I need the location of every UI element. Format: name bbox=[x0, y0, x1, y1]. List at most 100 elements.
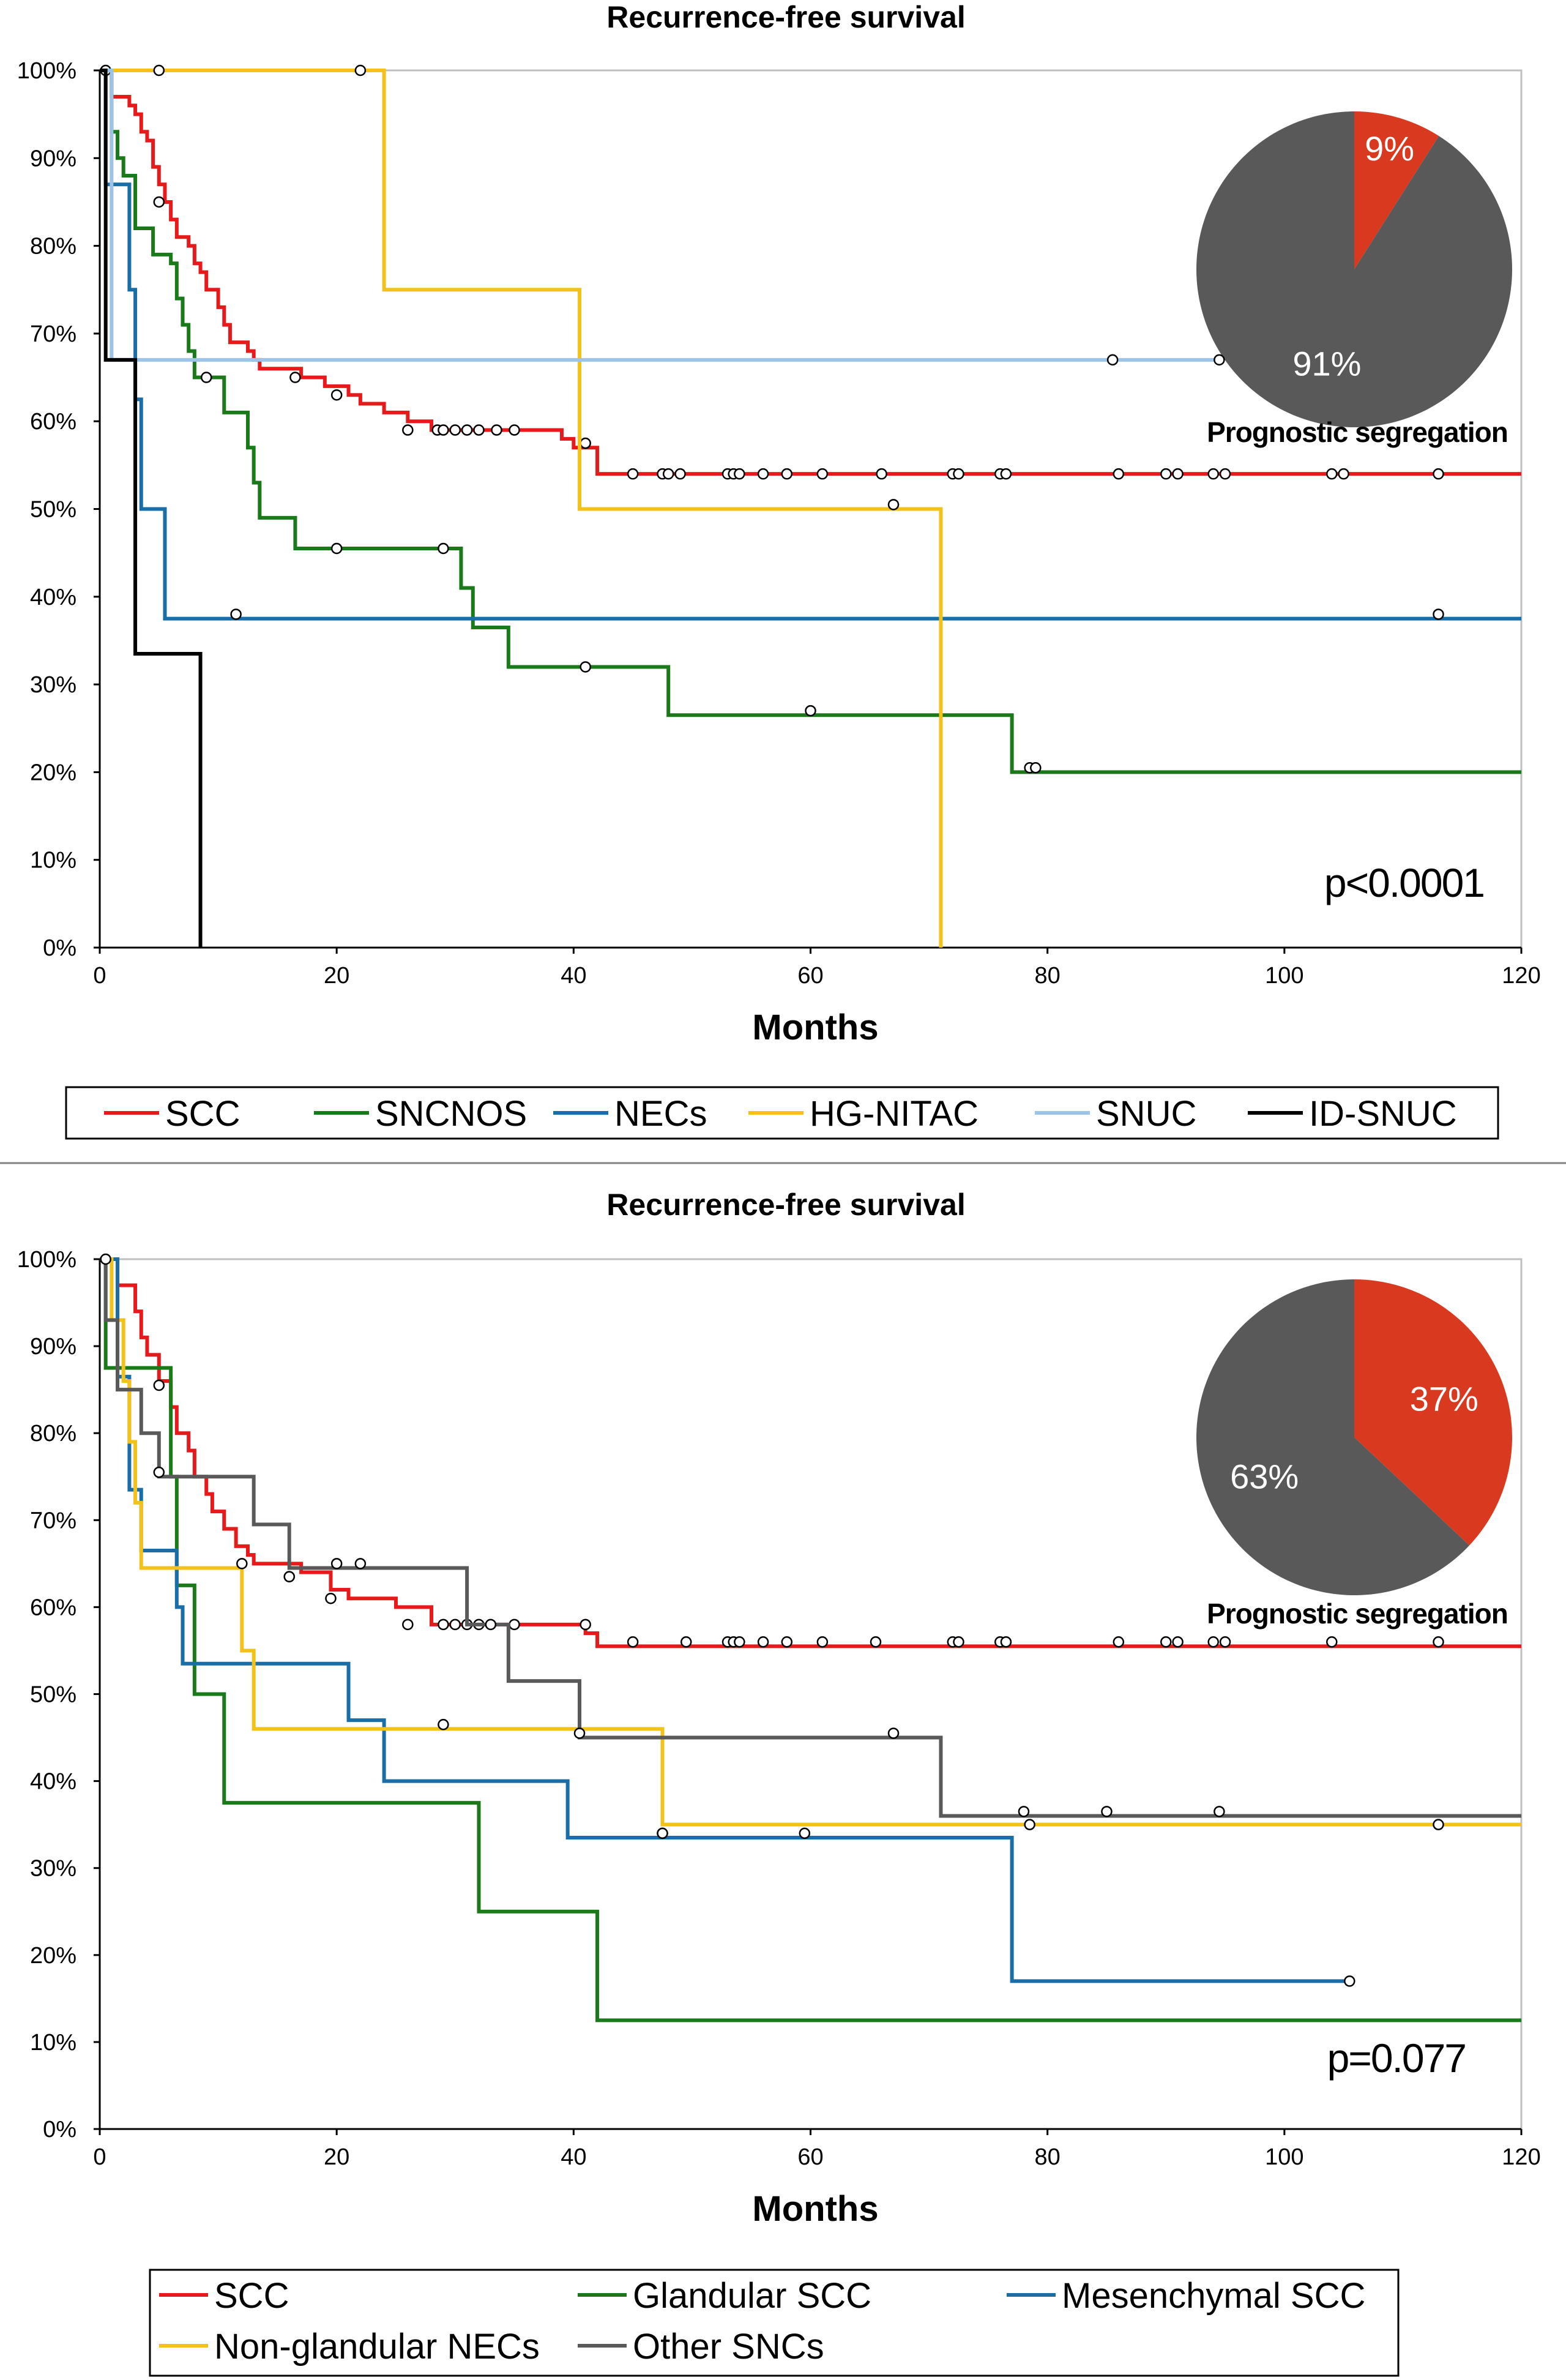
pie-caption: Prognostic segregation bbox=[1207, 416, 1508, 448]
censor-mark bbox=[1344, 1975, 1355, 1987]
censor-mark bbox=[449, 424, 461, 436]
censor-mark bbox=[283, 1571, 295, 1582]
y-tick-label: 90% bbox=[30, 1334, 76, 1360]
legend-label: Other SNCs bbox=[633, 2327, 824, 2367]
prognostic-pie: 9% 91% Prognostic segregation bbox=[1196, 111, 1512, 448]
y-tick-label: 0% bbox=[43, 935, 76, 961]
survival-curve bbox=[100, 69, 203, 948]
legend-label: SNCNOS bbox=[375, 1094, 527, 1134]
series-sncnos bbox=[100, 69, 1521, 774]
legend-item: Glandular SCC bbox=[578, 2276, 871, 2316]
censor-mark bbox=[1214, 354, 1225, 366]
censor-mark bbox=[402, 1618, 414, 1631]
legend-item: SNCNOS bbox=[314, 1094, 527, 1134]
legend-label: SNUC bbox=[1096, 1094, 1196, 1134]
censor-mark bbox=[438, 1718, 449, 1731]
y-tick-label: 70% bbox=[30, 1508, 76, 1533]
censor-mark bbox=[1113, 468, 1125, 480]
censor-mark bbox=[1219, 468, 1231, 480]
censor-mark bbox=[1000, 1636, 1012, 1648]
censor-mark bbox=[1326, 1636, 1338, 1648]
x-tick-label: 20 bbox=[324, 2144, 349, 2170]
censor-mark bbox=[1338, 468, 1349, 480]
survival-curve bbox=[100, 1257, 1350, 1983]
censor-mark bbox=[153, 1379, 165, 1391]
legend-item: ID-SNUC bbox=[1248, 1094, 1457, 1134]
censor-mark bbox=[680, 1636, 692, 1648]
y-tick-label: 20% bbox=[30, 1943, 76, 1969]
censor-mark bbox=[509, 1618, 520, 1631]
y-tick-label: 20% bbox=[30, 760, 76, 785]
legend-item: Other SNCs bbox=[578, 2327, 824, 2367]
pie-label-2: 63% bbox=[1230, 1458, 1299, 1496]
censor-mark bbox=[473, 424, 485, 436]
censor-mark bbox=[354, 1558, 367, 1570]
censor-mark bbox=[805, 705, 816, 717]
censor-mark bbox=[509, 424, 520, 436]
survival-curve bbox=[100, 69, 943, 948]
series-snuc bbox=[100, 69, 1225, 366]
censor-mark bbox=[1160, 468, 1172, 480]
censor-mark bbox=[1106, 354, 1119, 366]
y-tick-label: 10% bbox=[30, 848, 76, 874]
censor-mark bbox=[887, 1727, 900, 1739]
y-tick-label: 60% bbox=[30, 409, 76, 435]
censor-mark bbox=[461, 424, 473, 436]
legend-label: Mesenchymal SCC bbox=[1062, 2276, 1365, 2316]
legend-label: ID-SNUC bbox=[1309, 1094, 1457, 1134]
x-tick-label: 0 bbox=[93, 963, 106, 989]
x-tick-label: 100 bbox=[1265, 963, 1303, 989]
censor-mark bbox=[438, 424, 449, 436]
pie-label-1: 9% bbox=[1365, 129, 1414, 168]
censor-mark bbox=[627, 468, 639, 480]
y-tick-label: 100% bbox=[17, 1247, 76, 1273]
censor-mark bbox=[153, 1466, 165, 1478]
series-mesenchymal-scc bbox=[100, 1257, 1355, 1987]
y-tick-label: 10% bbox=[30, 2030, 76, 2056]
censor-mark bbox=[230, 608, 242, 620]
y-tick-label: 70% bbox=[30, 321, 76, 347]
chart-title: Recurrence-free survival bbox=[606, 0, 965, 34]
y-tick-label: 40% bbox=[30, 1769, 76, 1795]
series-non-glandular-necs bbox=[100, 1257, 1521, 1839]
pie-slice-1 bbox=[1354, 1279, 1512, 1546]
legend-item: Mesenchymal SCC bbox=[1007, 2276, 1365, 2316]
censor-mark bbox=[580, 437, 591, 449]
censor-mark bbox=[734, 1636, 745, 1648]
legend: SCC Glandular SCC Mesenchymal SCC Non-gland… bbox=[149, 2269, 1400, 2377]
censor-mark bbox=[354, 64, 367, 77]
censor-mark bbox=[325, 1592, 337, 1604]
y-tick-label: 50% bbox=[30, 497, 76, 523]
y-tick-label: 40% bbox=[30, 585, 76, 610]
censor-mark bbox=[657, 1827, 668, 1839]
legend-item: SCC bbox=[159, 2276, 289, 2316]
censor-mark bbox=[438, 1618, 449, 1631]
y-tick-label: 100% bbox=[17, 58, 76, 84]
series-other-sncs bbox=[100, 1253, 1521, 1818]
censor-mark bbox=[799, 1827, 811, 1839]
series-glandular-scc bbox=[100, 1257, 1521, 2023]
x-tick-label: 120 bbox=[1502, 963, 1540, 989]
censor-mark bbox=[953, 1636, 964, 1648]
censor-mark bbox=[573, 1727, 586, 1739]
censor-mark bbox=[330, 1558, 343, 1570]
p-value: p<0.0001 bbox=[1324, 860, 1484, 905]
censor-mark bbox=[674, 468, 686, 480]
y-tick-label: 80% bbox=[30, 1421, 76, 1446]
series-hg-nitac bbox=[100, 64, 943, 948]
series-id-snuc bbox=[100, 69, 203, 948]
x-tick-label: 120 bbox=[1502, 2144, 1540, 2170]
censor-mark bbox=[330, 542, 343, 555]
censor-mark bbox=[153, 196, 165, 208]
survival-curve bbox=[100, 69, 1220, 362]
km-panel-2: Recurrence-free survival 0% 10% 20% 30% 40% 50… bbox=[17, 1188, 1541, 2377]
censor-mark bbox=[1207, 468, 1219, 480]
y-tick-label: 30% bbox=[30, 672, 76, 698]
pie-label-1: 37% bbox=[1410, 1379, 1478, 1418]
censor-mark bbox=[1018, 1806, 1030, 1817]
survival-curve bbox=[100, 1257, 1521, 1818]
legend-label: NECs bbox=[614, 1094, 707, 1134]
legend-item: SCC bbox=[104, 1094, 240, 1134]
censor-mark bbox=[1160, 1636, 1172, 1648]
